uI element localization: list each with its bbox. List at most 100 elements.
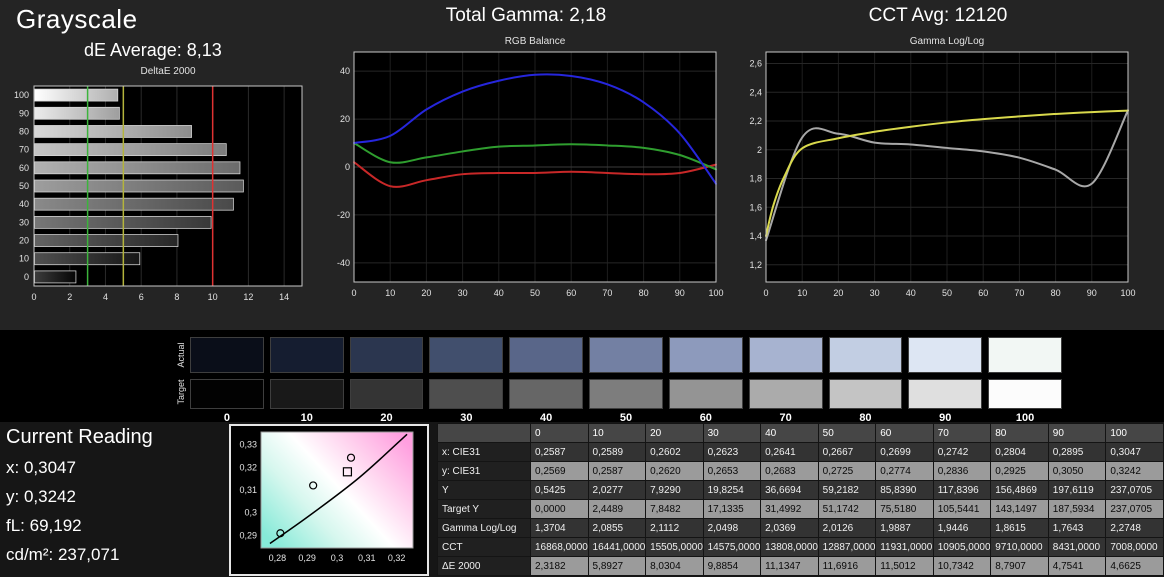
svg-text:50: 50 <box>942 288 952 298</box>
table-row-label: y: CIE31 <box>437 461 531 481</box>
table-column-header: 10 <box>587 423 647 443</box>
swatch-level-label: 30 <box>460 412 473 424</box>
svg-text:70: 70 <box>19 145 29 155</box>
svg-text:90: 90 <box>1087 288 1097 298</box>
target-swatch-70 <box>748 379 823 409</box>
svg-text:-40: -40 <box>337 258 350 268</box>
svg-text:90: 90 <box>19 108 29 118</box>
actual-swatch-50 <box>589 337 663 373</box>
table-value-cell: 2,0498 <box>702 518 762 538</box>
svg-text:0,29: 0,29 <box>239 530 257 540</box>
table-value-cell: 0,2742 <box>932 442 992 462</box>
svg-text:0: 0 <box>345 162 350 172</box>
table-column-header: 30 <box>702 423 762 443</box>
svg-text:10: 10 <box>208 292 218 302</box>
svg-text:0,29: 0,29 <box>298 553 316 563</box>
svg-text:0,33: 0,33 <box>239 440 257 450</box>
table-value-cell: 1,3704 <box>530 518 589 538</box>
table-value-cell: 51,1742 <box>817 499 877 519</box>
reading-item: y: 0,3242 <box>6 487 76 506</box>
target-whitepoint-marker <box>342 467 353 477</box>
grayscale-swatch-strip: Actual Target 0 10 20 30 40 50 60 70 80 90 100 <box>0 330 1164 424</box>
table-row-label: ΔE 2000 <box>437 556 531 576</box>
svg-text:60: 60 <box>19 163 29 173</box>
table-value-cell: 8431,0000 <box>1047 537 1107 557</box>
table-corner-cell <box>437 423 531 443</box>
table-value-cell: 11,6916 <box>817 556 877 576</box>
table-value-cell: 2,0126 <box>817 518 877 538</box>
svg-text:100: 100 <box>1120 288 1135 298</box>
table-value-cell: 14575,0000 <box>702 537 762 557</box>
svg-text:6: 6 <box>139 292 144 302</box>
table-value-cell: 0,2589 <box>587 442 647 462</box>
table-value-cell: 0,3047 <box>1105 442 1164 462</box>
deltae-chart-title: DeltaE 2000 <box>140 66 196 77</box>
svg-text:10: 10 <box>19 254 29 264</box>
table-value-cell: 2,1112 <box>645 518 704 538</box>
svg-text:70: 70 <box>602 288 612 298</box>
table-value-cell: 0,2602 <box>645 442 704 462</box>
actual-swatch-60 <box>668 337 743 373</box>
table-value-cell: 12887,0000 <box>817 537 877 557</box>
actual-swatch-10 <box>269 337 344 373</box>
table-value-cell: 0,2804 <box>990 442 1049 462</box>
target-swatch-100 <box>988 379 1062 409</box>
swatch-level-label: 0 <box>223 412 230 424</box>
table-value-cell: 2,4489 <box>587 499 647 519</box>
table-value-cell: 7,8482 <box>645 499 704 519</box>
table-row: y: CIE31 0,2569 0,2587 0,2620 0,2653 0,2683 0,… <box>437 461 1164 481</box>
svg-text:30: 30 <box>458 288 468 298</box>
svg-text:1,2: 1,2 <box>749 260 762 270</box>
table-column-header: 100 <box>1105 423 1164 443</box>
svg-text:2: 2 <box>67 292 72 302</box>
svg-text:-20: -20 <box>337 210 350 220</box>
actual-swatch-30 <box>429 337 504 373</box>
actual-swatch-100 <box>988 337 1062 373</box>
svg-text:70: 70 <box>1014 288 1024 298</box>
table-value-cell: 237,0705 <box>1105 480 1164 500</box>
svg-text:0,32: 0,32 <box>239 462 257 472</box>
table-column-header: 0 <box>530 423 589 443</box>
actual-row-label: Actual <box>176 342 186 368</box>
table-column-header: 20 <box>645 423 704 443</box>
table-value-cell: 7008,0000 <box>1105 537 1164 557</box>
swatch-level-label: 60 <box>699 412 712 424</box>
current-reading-values: x: 0,3047 y: 0,3242 fL: 69,192 cd/m²: 237,0… <box>6 453 153 569</box>
rgb-balance-line-chart: 0 10 20 30 40 50 60 70 80 90 100 -40 -20 0 20 40 <box>337 51 724 298</box>
table-row-label: x: CIE31 <box>437 442 531 462</box>
table-value-cell: 0,2836 <box>932 461 992 481</box>
table-value-cell: 117,8396 <box>932 480 992 500</box>
table-value-cell: 10,7342 <box>932 556 992 576</box>
svg-text:20: 20 <box>421 288 431 298</box>
current-reading-title: Current Reading <box>6 426 153 448</box>
target-swatch-10 <box>269 379 344 409</box>
table-value-cell: 0,2725 <box>817 461 877 481</box>
svg-text:40: 40 <box>906 288 916 298</box>
svg-text:40: 40 <box>494 288 504 298</box>
cie-chromaticity-panel: 0,28 0,29 0,3 0,31 0,32 0,29 0,3 0,31 0,32 0,33 <box>229 424 429 576</box>
table-value-cell: 1,9887 <box>875 518 934 538</box>
target-swatch-50 <box>589 379 663 409</box>
table-value-cell: 0,2587 <box>530 442 589 462</box>
table-row-label: Y <box>437 480 531 500</box>
table-value-cell: 0,3242 <box>1105 461 1164 481</box>
measurement-marker <box>346 453 356 462</box>
svg-text:8: 8 <box>174 292 179 302</box>
actual-swatch-0 <box>190 337 264 373</box>
table-value-cell: 0,2641 <box>760 442 819 462</box>
table-value-cell: 1,7643 <box>1047 518 1107 538</box>
table-row-label: Gamma Log/Log <box>437 518 531 538</box>
target-swatch-0 <box>190 379 264 409</box>
svg-text:0,31: 0,31 <box>358 553 376 563</box>
table-value-cell: 16868,0000 <box>530 537 589 557</box>
table-value-cell: 1,8615 <box>990 518 1049 538</box>
table-value-cell: 197,6119 <box>1047 480 1107 500</box>
swatch-level-label: 70 <box>779 412 792 424</box>
table-value-cell: 2,0369 <box>760 518 819 538</box>
svg-text:20: 20 <box>340 114 350 124</box>
table-value-cell: 0,2774 <box>875 461 934 481</box>
table-value-cell: 0,2623 <box>702 442 762 462</box>
target-swatch-40 <box>509 379 584 409</box>
